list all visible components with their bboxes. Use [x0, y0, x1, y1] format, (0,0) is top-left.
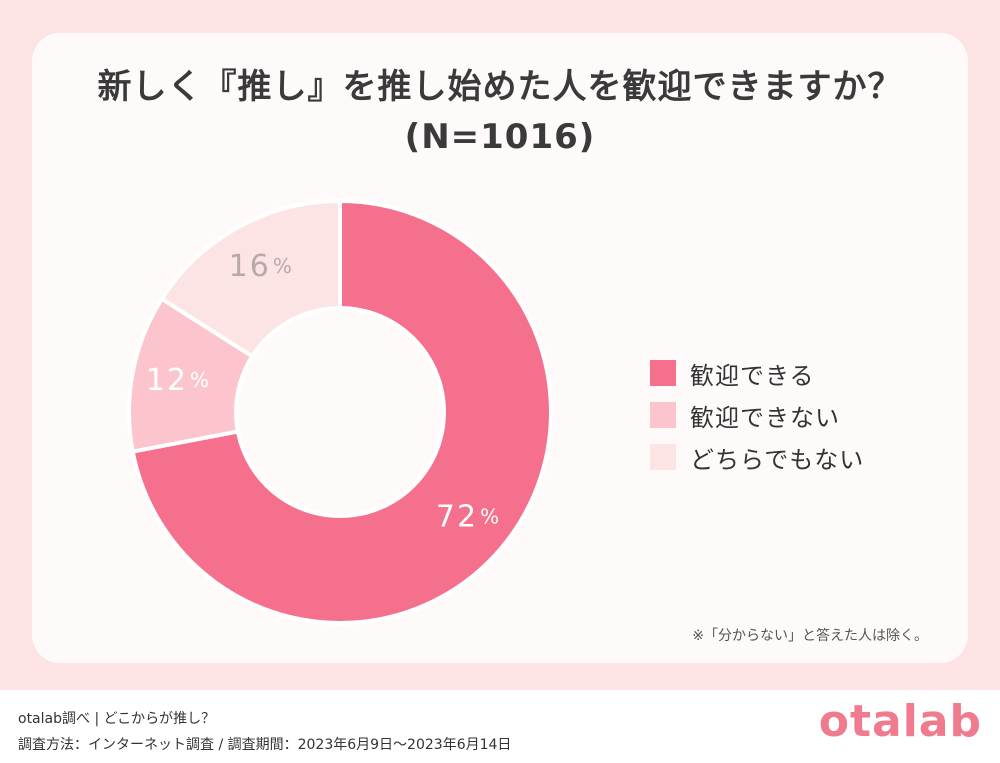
donut-chart: 72 % 12 % 16%: [129, 198, 553, 625]
legend-item: 歓迎できる: [650, 352, 864, 394]
otalab-logo: otalab: [818, 696, 982, 747]
slice-value-label-2: 12%: [146, 362, 209, 397]
exclusion-note: ※「分からない」と答えた人は除く。: [692, 628, 928, 644]
slice-value-label-1: 72%: [436, 499, 499, 534]
legend-swatch: [650, 444, 676, 470]
chart-title-line2: (N=1016): [404, 117, 596, 157]
legend: 歓迎できる 歓迎できない どちらでもない: [650, 352, 864, 478]
chart-title-line1: 新しく『推し』を推し始めた人を歓迎できますか？: [97, 67, 903, 107]
legend-label: 歓迎できる: [690, 361, 815, 390]
chart-title: 新しく『推し』を推し始めた人を歓迎できますか？ (N=1016): [0, 62, 1000, 162]
legend-item: 歓迎できない: [650, 394, 864, 436]
legend-label: 歓迎できない: [690, 403, 840, 432]
donut-slice-3: [159, 198, 342, 360]
footer-source: otalab調べ | どこからが推し？: [18, 711, 216, 727]
legend-swatch: [650, 402, 676, 428]
footer-method: 調査方法：インターネット調査 / 調査期間：2023年6月9日〜2023年6月1…: [18, 737, 512, 753]
slice-value-label-3: 16%: [229, 248, 292, 283]
donut-slice-1: [130, 198, 553, 625]
footer-info: otalab調べ | どこからが推し？ 調査方法：インターネット調査 / 調査期…: [18, 706, 511, 758]
legend-item: どちらでもない: [650, 436, 864, 478]
legend-label: どちらでもない: [690, 445, 865, 474]
legend-swatch: [650, 360, 676, 386]
